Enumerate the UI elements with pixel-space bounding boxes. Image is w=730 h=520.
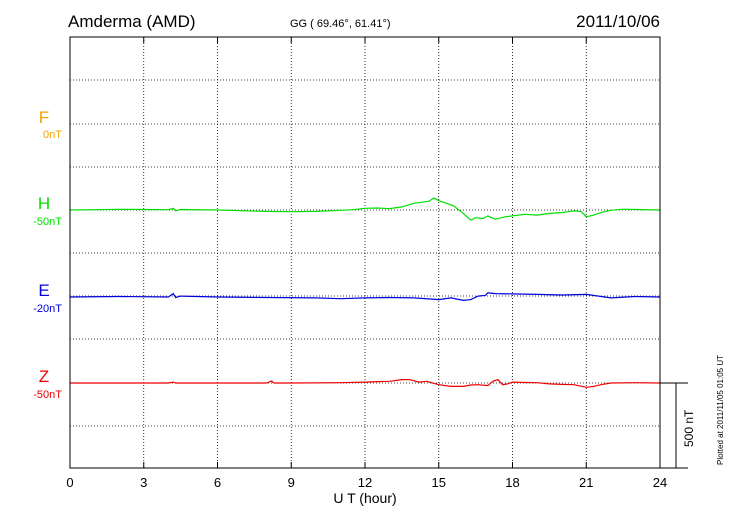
station-coords: GG ( 69.46°, 61.41°) [290, 18, 391, 30]
series-name-F: F [39, 108, 49, 127]
x-tick-label: 9 [288, 475, 295, 490]
series-baseline-F: 0nT [43, 129, 62, 141]
series-name-E: E [38, 281, 49, 300]
trace-H [69, 197, 661, 221]
x-tick-label: 3 [140, 475, 147, 490]
trace-Z [70, 378, 661, 388]
plotted-note: Plotted at 2011/11/05 01:05 UT [716, 355, 725, 465]
x-tick-label: 6 [214, 475, 221, 490]
station-name: Amderma (AMD) [68, 12, 196, 31]
x-tick-label: 21 [579, 475, 593, 490]
scale-label: 500 nT [682, 409, 696, 447]
x-tick-label: 18 [505, 475, 519, 490]
series-baseline-H: -50nT [33, 216, 62, 228]
x-axis-label: U T (hour) [333, 490, 396, 506]
series-baseline-E: -20nT [33, 303, 62, 315]
data-traces [69, 197, 661, 388]
x-ticks: 0 3 6 9 12 15 18 21 24 [66, 37, 667, 490]
x-tick-label: 12 [358, 475, 372, 490]
series-name-H: H [38, 194, 50, 213]
series-name-Z: Z [39, 367, 49, 386]
grid-lines [70, 37, 660, 468]
x-tick-label: 0 [66, 475, 73, 490]
series-baseline-Z: -50nT [33, 389, 62, 401]
series-labels: F 0nT H -50nT E -20nT Z -50nT [33, 108, 62, 401]
chart-date: 2011/10/06 [576, 12, 660, 31]
x-tick-label: 24 [653, 475, 667, 490]
trace-E [69, 292, 661, 302]
x-tick-label: 15 [432, 475, 446, 490]
